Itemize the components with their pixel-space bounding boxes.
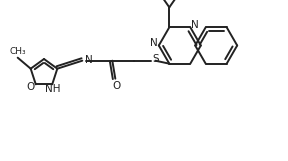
Text: CH₃: CH₃ [10,47,26,56]
Text: N: N [85,55,93,65]
Text: NH: NH [46,84,61,94]
Text: N: N [192,20,199,30]
Text: O: O [27,82,35,92]
Text: N: N [150,38,158,48]
Text: O: O [112,81,120,91]
Text: S: S [152,54,159,64]
